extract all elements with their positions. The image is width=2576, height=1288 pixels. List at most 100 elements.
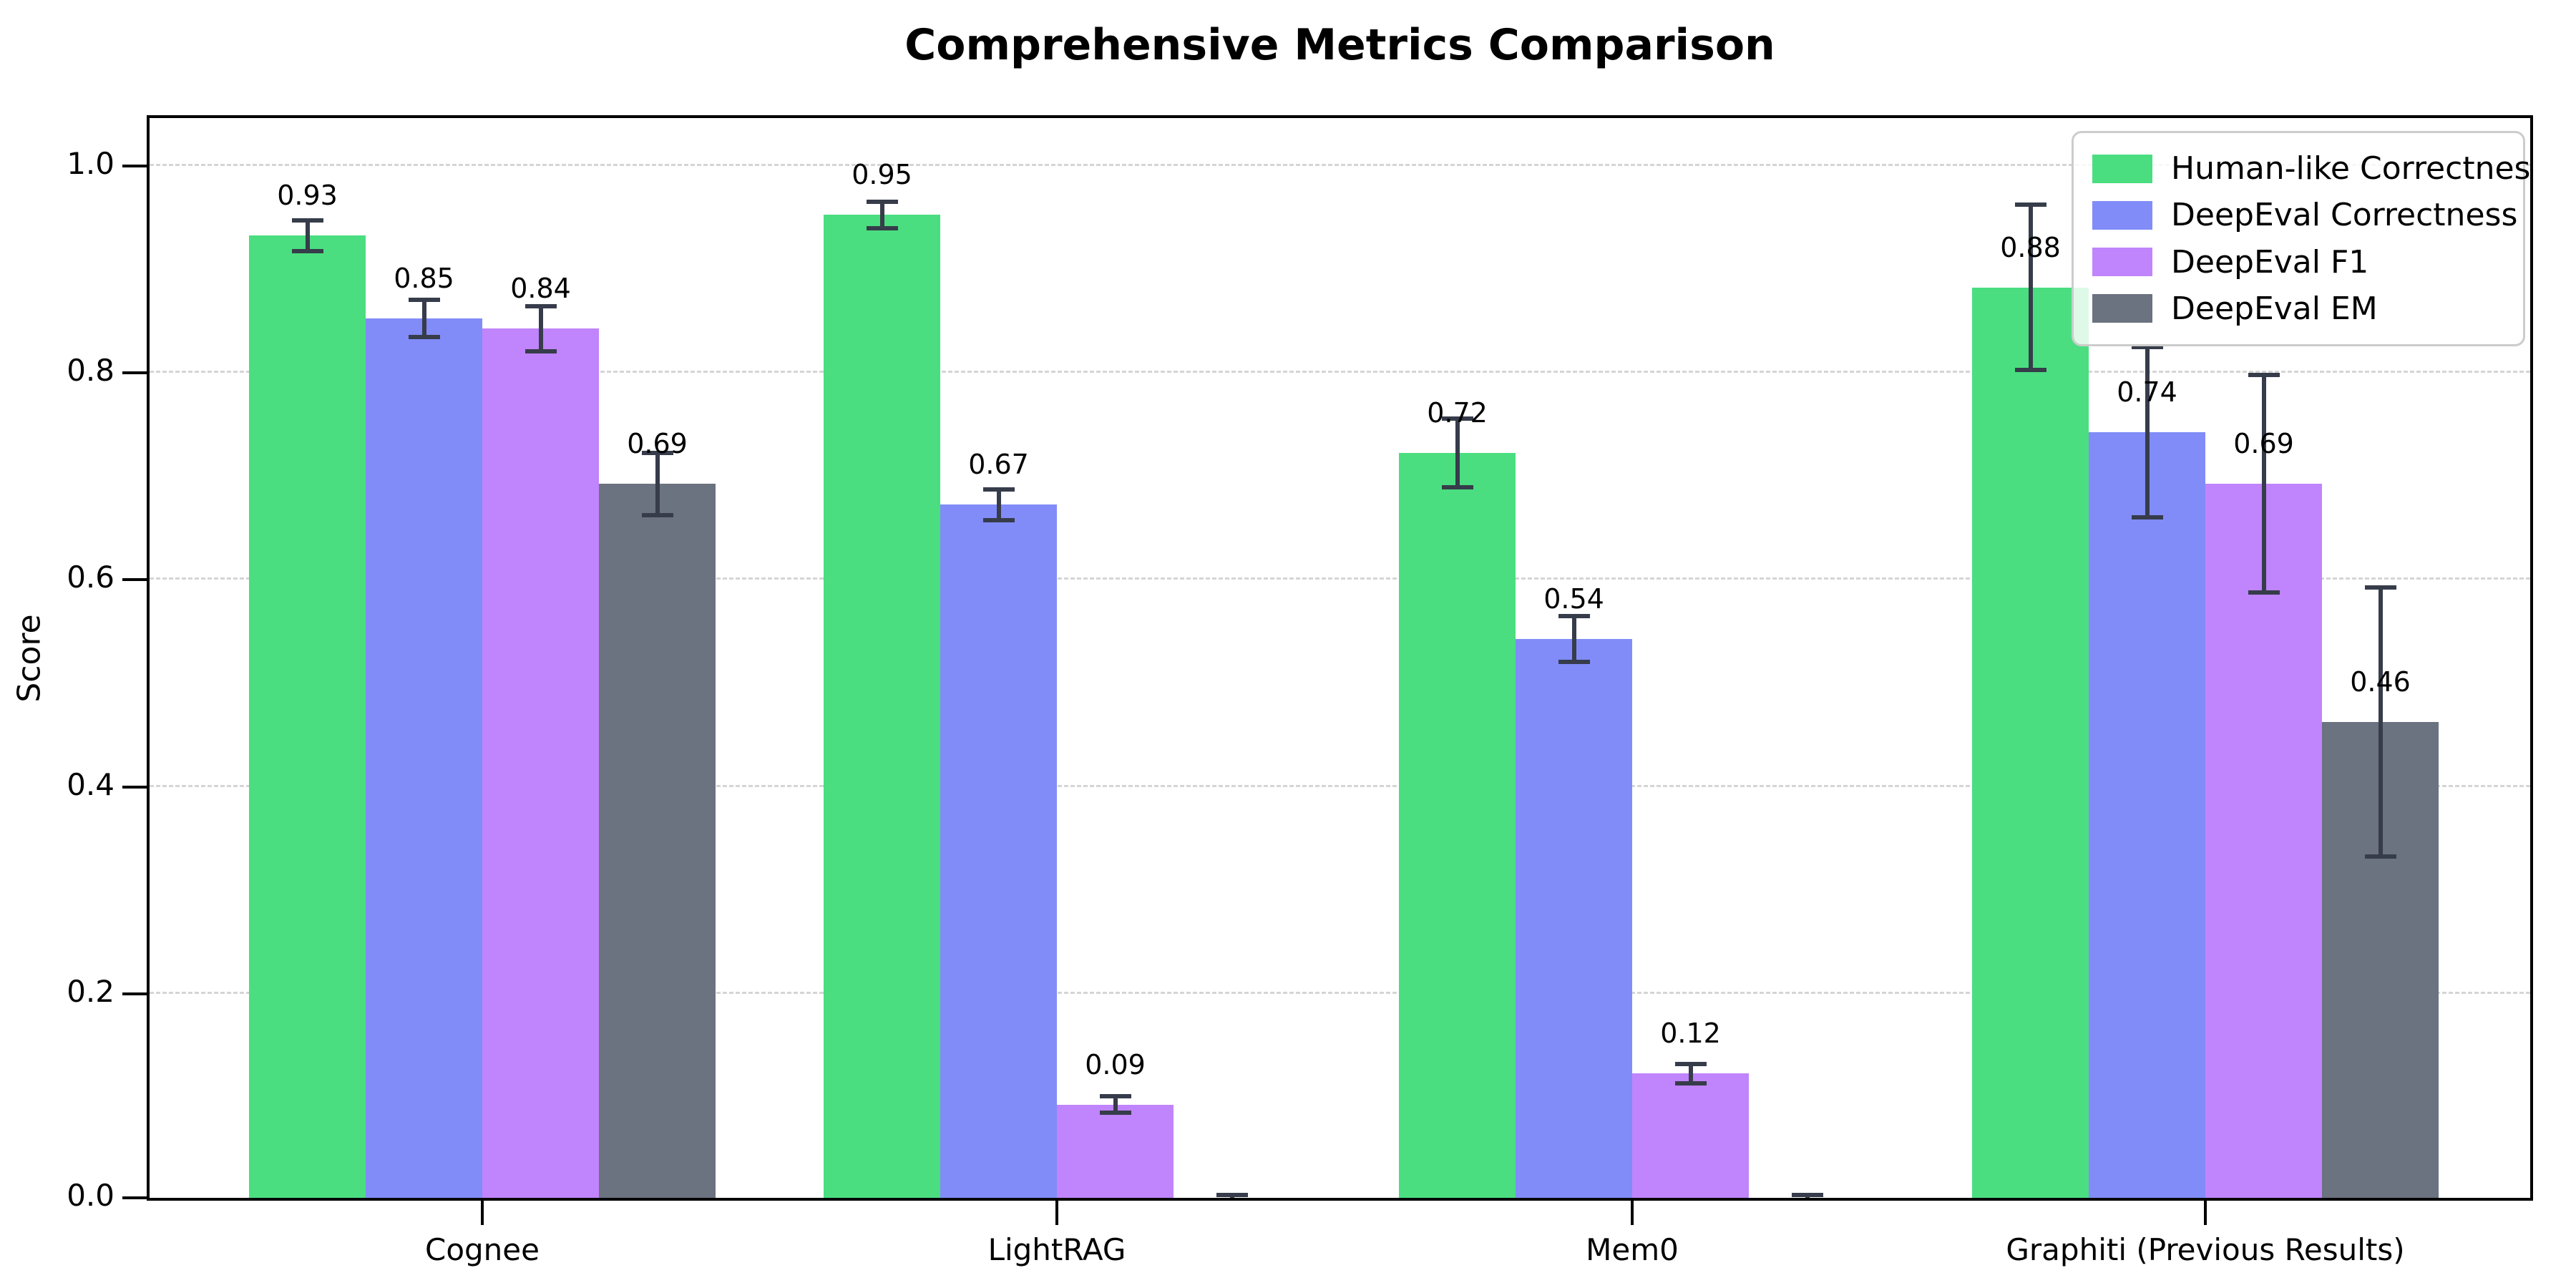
legend-label: DeepEval EM	[2171, 290, 2378, 327]
error-bar-cap-top	[982, 487, 1015, 492]
error-bar	[1455, 419, 1460, 487]
legend-item: DeepEval F1	[2092, 244, 2504, 280]
x-tick-label: Mem0	[1586, 1232, 1679, 1267]
y-tick-label: 0.4	[67, 766, 114, 802]
error-bar	[2261, 375, 2266, 593]
y-tick	[122, 578, 147, 582]
bar	[1972, 287, 2089, 1198]
bar	[249, 235, 366, 1198]
value-label: 0.12	[1660, 1018, 1721, 1050]
error-bar	[305, 220, 310, 251]
error-bar-cap-bottom	[1558, 659, 1590, 664]
bar	[1516, 639, 1632, 1198]
legend-item: DeepEval Correctness	[2092, 197, 2517, 233]
error-bar-cap-top	[2364, 585, 2396, 590]
legend-label: DeepEval Correctness	[2171, 197, 2518, 234]
error-bar	[1571, 616, 1576, 662]
error-bar	[655, 452, 660, 515]
error-bar	[2028, 204, 2033, 371]
legend-item: DeepEval EM	[2092, 291, 2504, 327]
legend-swatch	[2092, 248, 2152, 277]
error-bar-cap-top	[1558, 614, 1590, 619]
y-tick	[122, 785, 147, 789]
bar	[2089, 431, 2205, 1198]
value-label: 0.95	[852, 159, 912, 191]
bar	[1057, 1104, 1174, 1198]
value-label: 0.84	[510, 273, 571, 305]
bar	[1399, 452, 1516, 1198]
y-tick-label: 0.2	[67, 973, 114, 1009]
legend-swatch	[2092, 294, 2152, 323]
bar	[1632, 1073, 1749, 1198]
error-bar	[879, 201, 884, 229]
error-bar-cap-top	[866, 199, 898, 204]
grid-line	[150, 577, 2530, 580]
bar	[482, 328, 599, 1198]
error-bar-cap-bottom	[866, 226, 898, 231]
error-bar-cap-bottom	[408, 334, 440, 339]
error-bar-cap-bottom	[291, 248, 323, 253]
bar	[2205, 484, 2322, 1198]
y-tick	[122, 165, 147, 167]
error-bar	[538, 306, 543, 352]
y-tick	[122, 371, 147, 375]
error-bar-cap-bottom	[1099, 1111, 1131, 1116]
bar	[940, 504, 1057, 1198]
y-tick	[122, 992, 147, 995]
y-tick-label: 0.8	[67, 353, 114, 389]
legend-item: Human-like Correctness	[2092, 150, 2530, 187]
error-bar-cap-bottom	[641, 512, 673, 517]
error-bar-cap-bottom	[2014, 368, 2046, 373]
error-bar-cap-top	[525, 303, 557, 308]
value-label: 0.69	[2233, 428, 2294, 460]
legend-swatch	[2092, 154, 2152, 183]
error-bar-cap-bottom	[2131, 514, 2163, 519]
error-bar-cap-bottom	[2248, 590, 2280, 595]
y-axis-label: Score	[11, 614, 48, 703]
error-bar	[421, 299, 426, 337]
value-label: 0.54	[1543, 583, 1604, 615]
x-tick-label: Cognee	[425, 1232, 540, 1267]
error-bar	[1113, 1096, 1118, 1113]
error-bar-cap-bottom	[2364, 854, 2396, 859]
bar	[599, 484, 716, 1198]
error-bar-cap-bottom	[1441, 484, 1473, 489]
error-bar-cap-top	[1099, 1094, 1131, 1099]
error-bar-cap-top	[2248, 373, 2280, 378]
value-label: 0.93	[277, 180, 338, 212]
legend: Human-like Correctness DeepEval Correctne…	[2072, 131, 2530, 346]
value-label: 0.69	[627, 428, 688, 460]
grid-line	[150, 164, 2530, 166]
error-bar-cap-bottom	[525, 349, 557, 354]
x-tick	[1631, 1201, 1634, 1225]
grid-line	[150, 991, 2530, 994]
value-label: 0.46	[2350, 665, 2411, 698]
value-label: 0.72	[1427, 396, 1488, 429]
value-label: 0.74	[2117, 376, 2177, 408]
error-bar	[1688, 1064, 1693, 1083]
error-bar-cap-top	[2131, 345, 2163, 350]
error-bar-cap-bottom	[1674, 1080, 1707, 1085]
error-bar-cap-top	[641, 450, 673, 455]
legend-label: Human-like Correctness	[2171, 150, 2533, 187]
value-label: 0.85	[394, 262, 454, 294]
plot-area: 0.93 0.85 0.84 0.69 0.95 0.67 0.09 0.72 0.54 0.12…	[147, 115, 2533, 1201]
value-label: 0.88	[2000, 231, 2061, 263]
x-tick	[1055, 1201, 1058, 1225]
value-label: 0.67	[968, 449, 1029, 481]
value-label: 0.09	[1085, 1048, 1146, 1080]
y-tick-label: 0.0	[67, 1178, 114, 1213]
error-bar-cap-top	[408, 297, 440, 302]
error-bar	[2145, 347, 2150, 517]
error-bar-cap-bottom	[982, 517, 1015, 522]
bar	[366, 318, 482, 1198]
grid-line	[150, 784, 2530, 787]
legend-label: DeepEval F1	[2171, 243, 2369, 280]
y-tick-label: 0.6	[67, 560, 114, 595]
error-bar-cap-top	[291, 218, 323, 223]
error-bar-cap-top	[1216, 1192, 1248, 1197]
legend-swatch	[2092, 200, 2152, 230]
error-bar	[996, 489, 1001, 520]
y-tick	[122, 1196, 147, 1199]
bar	[824, 215, 940, 1198]
